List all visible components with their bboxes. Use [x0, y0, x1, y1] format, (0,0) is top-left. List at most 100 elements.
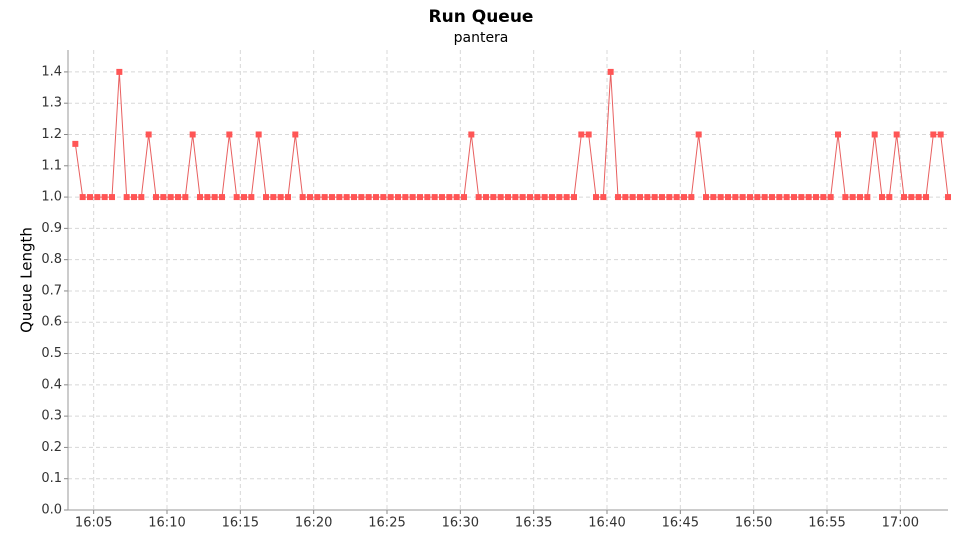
y-tick-label: 0.1: [41, 471, 62, 486]
data-point: [849, 194, 856, 201]
data-point: [637, 194, 643, 201]
data-point: [431, 194, 438, 201]
data-point: [930, 131, 937, 138]
data-point: [571, 194, 577, 201]
data-point: [519, 194, 526, 201]
x-tick-label: 16:15: [222, 516, 259, 531]
data-point: [314, 194, 321, 201]
y-tick-label: 0.6: [41, 315, 62, 330]
data-point: [439, 194, 445, 201]
data-point: [695, 131, 702, 138]
data-point: [563, 194, 570, 201]
data-point: [761, 194, 768, 201]
data-point: [263, 194, 269, 201]
data-point: [329, 194, 335, 201]
data-point: [615, 194, 621, 201]
y-tick-label: 0.8: [41, 252, 62, 267]
data-point: [879, 194, 885, 201]
x-tick-label: 16:45: [662, 516, 699, 531]
data-point: [688, 194, 695, 201]
y-tick-label: 1.0: [41, 190, 62, 205]
data-point: [827, 194, 834, 201]
data-point: [783, 194, 790, 201]
y-tick-label: 0.3: [41, 409, 62, 424]
data-point: [373, 194, 379, 201]
data-point: [255, 131, 262, 138]
data-point: [732, 194, 739, 201]
data-point: [351, 194, 357, 201]
data-point: [292, 131, 299, 138]
data-point: [776, 194, 783, 201]
data-point: [915, 194, 922, 201]
data-point: [908, 194, 915, 201]
x-tick-label: 16:40: [588, 516, 625, 531]
data-point: [160, 194, 167, 201]
data-point: [72, 140, 79, 147]
data-point: [651, 194, 658, 201]
data-point: [725, 194, 731, 201]
y-tick-label: 0.5: [41, 346, 62, 361]
data-point: [123, 194, 130, 201]
data-point: [747, 194, 753, 201]
data-point: [769, 194, 775, 201]
chart-subtitle: pantera: [454, 30, 509, 46]
x-tick-label: 16:05: [75, 516, 112, 531]
y-tick-label: 1.4: [41, 64, 62, 79]
data-point: [343, 194, 350, 201]
x-tick-label: 16:30: [442, 516, 479, 531]
data-point: [446, 194, 453, 201]
data-point: [468, 131, 475, 138]
data-point: [182, 194, 189, 201]
x-tick-label: 17:00: [882, 516, 919, 531]
data-point: [717, 194, 724, 201]
data-point: [945, 194, 951, 201]
data-point: [607, 68, 614, 75]
data-point: [395, 194, 401, 201]
data-point: [622, 194, 629, 201]
x-tick-label: 16:55: [808, 516, 845, 531]
data-point: [321, 194, 328, 201]
data-point: [285, 194, 291, 201]
data-point: [175, 194, 181, 201]
data-point: [226, 131, 233, 138]
data-point: [798, 194, 805, 201]
data-point: [600, 194, 607, 201]
data-point: [131, 194, 137, 201]
data-point: [505, 194, 511, 201]
data-point: [673, 194, 680, 201]
x-tick-label: 16:50: [735, 516, 772, 531]
data-point: [659, 194, 665, 201]
data-point: [754, 194, 761, 201]
y-tick-label: 0.0: [41, 503, 62, 518]
x-tick-label: 16:10: [148, 516, 185, 531]
data-point: [277, 194, 284, 201]
y-tick-label: 0.9: [41, 221, 62, 236]
y-tick-label: 1.1: [41, 158, 62, 173]
data-point: [204, 194, 211, 201]
data-point: [138, 194, 145, 201]
data-point: [336, 194, 343, 201]
data-point: [241, 194, 247, 201]
data-point: [116, 68, 123, 75]
data-point: [402, 194, 409, 201]
data-point: [197, 194, 203, 201]
data-point: [527, 194, 533, 201]
data-point: [167, 194, 174, 201]
data-point: [365, 194, 372, 201]
data-point: [556, 194, 563, 201]
data-point: [358, 194, 365, 201]
data-point: [233, 194, 240, 201]
y-axis-label: Queue Length: [18, 227, 36, 333]
data-point: [703, 194, 709, 201]
data-point: [549, 194, 555, 201]
data-point: [578, 131, 585, 138]
data-point: [490, 194, 497, 201]
y-tick-label: 0.7: [41, 283, 62, 298]
data-point: [923, 194, 929, 201]
x-tick-label: 16:25: [368, 516, 405, 531]
data-point: [857, 194, 863, 201]
data-point: [248, 194, 255, 201]
data-point: [475, 194, 482, 201]
